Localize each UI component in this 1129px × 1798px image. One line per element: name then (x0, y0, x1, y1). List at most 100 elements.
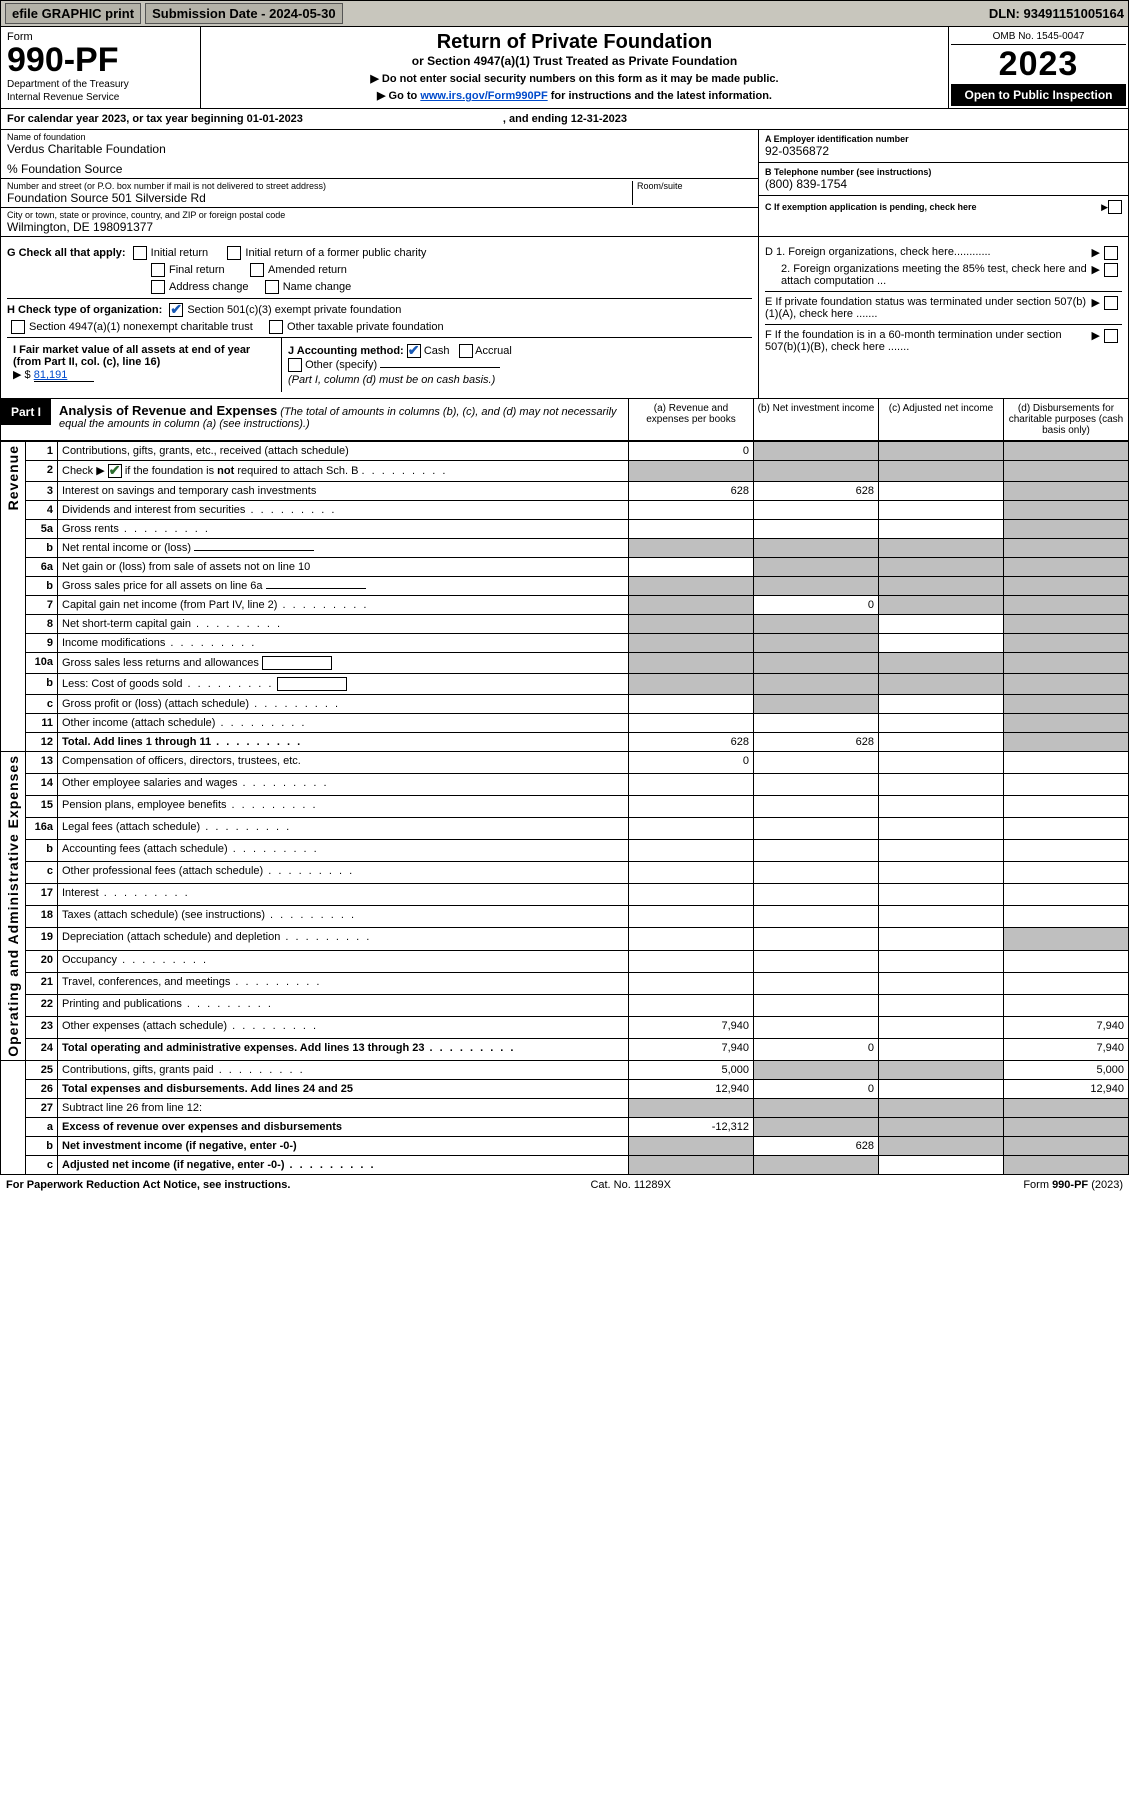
part1-title: Analysis of Revenue and Expenses (59, 403, 277, 418)
omb-number: OMB No. 1545-0047 (951, 29, 1126, 45)
address-change-checkbox[interactable] (151, 280, 165, 294)
row-16c: Other professional fees (attach schedule… (58, 862, 629, 884)
row-12: Total. Add lines 1 through 11 (58, 733, 629, 752)
other-method-checkbox[interactable] (288, 358, 302, 372)
e-checkbox[interactable] (1104, 296, 1118, 310)
row-19: Depreciation (attach schedule) and deple… (58, 928, 629, 950)
accrual-label: Accrual (475, 345, 512, 357)
r25-d: 5,000 (1004, 1060, 1129, 1079)
r12-b: 628 (754, 733, 879, 752)
r24-b: 0 (754, 1038, 879, 1060)
amended-checkbox[interactable] (250, 263, 264, 277)
row-27: Subtract line 26 from line 12: (58, 1098, 629, 1117)
fmv-arrow: ▶ $ (13, 369, 31, 381)
part1-table: Revenue 1Contributions, gifts, grants, e… (0, 441, 1129, 1175)
open-inspection: Open to Public Inspection (951, 84, 1126, 106)
row-24: Total operating and administrative expen… (58, 1038, 629, 1060)
row-10b: Less: Cost of goods sold (58, 674, 629, 695)
fmv-value-link[interactable]: 81,191 (34, 369, 94, 382)
col-d-header: (d) Disbursements for charitable purpose… (1003, 399, 1128, 440)
row-16b: Accounting fees (attach schedule) (58, 840, 629, 862)
schb-checkbox[interactable] (108, 464, 122, 478)
street-address: Foundation Source 501 Silverside Rd (7, 191, 632, 205)
dln: DLN: 93491151005164 (989, 6, 1124, 21)
col-c-header: (c) Adjusted net income (878, 399, 1003, 440)
cal-begin: For calendar year 2023, or tax year begi… (7, 113, 303, 125)
cal-end: , and ending 12-31-2023 (503, 113, 627, 125)
fmv-label: I Fair market value of all assets at end… (13, 344, 250, 368)
other-taxable-checkbox[interactable] (269, 320, 283, 334)
r24-a: 7,940 (629, 1038, 754, 1060)
ein: 92-0356872 (765, 144, 1122, 158)
instr-post: for instructions and the latest informat… (551, 90, 772, 102)
part1-tab: Part I (1, 399, 51, 425)
other-method: Other (specify) (305, 359, 377, 371)
instr-no-ssn: ▶ Do not enter social security numbers o… (207, 72, 942, 85)
r26-d: 12,940 (1004, 1079, 1129, 1098)
cash-label: Cash (424, 345, 450, 357)
checks-block: G Check all that apply: Initial return I… (0, 237, 1129, 399)
city-label: City or town, state or province, country… (7, 210, 752, 220)
initial-former-checkbox[interactable] (227, 246, 241, 260)
city-state-zip: Wilmington, DE 198091377 (7, 220, 752, 234)
row-25: Contributions, gifts, grants paid (58, 1060, 629, 1079)
form-number: 990-PF (7, 43, 194, 77)
4947-label: Section 4947(a)(1) nonexempt charitable … (29, 321, 253, 333)
row-10a: Gross sales less returns and allowances (58, 653, 629, 674)
footer: For Paperwork Reduction Act Notice, see … (0, 1175, 1129, 1195)
exemption-pending: C If exemption application is pending, c… (765, 202, 1101, 212)
tax-year: 2023 (951, 45, 1126, 84)
r26-b: 0 (754, 1079, 879, 1098)
form-header: Form 990-PF Department of the Treasury I… (0, 27, 1129, 109)
row-27a: Excess of revenue over expenses and disb… (58, 1117, 629, 1136)
row-20: Occupancy (58, 950, 629, 972)
row-3: Interest on savings and temporary cash i… (58, 482, 629, 501)
cash-checkbox[interactable] (407, 344, 421, 358)
row-10c: Gross profit or (loss) (attach schedule) (58, 695, 629, 714)
address-change: Address change (169, 281, 249, 293)
d1-checkbox[interactable] (1104, 246, 1118, 260)
h-label: H Check type of organization: (7, 304, 162, 316)
name-label: Name of foundation (7, 132, 752, 142)
initial-return: Initial return (151, 247, 208, 259)
row-14: Other employee salaries and wages (58, 774, 629, 796)
efile-print-button[interactable]: efile GRAPHIC print (5, 3, 141, 24)
initial-return-checkbox[interactable] (133, 246, 147, 260)
cat-no: Cat. No. 11289X (590, 1179, 671, 1191)
row-1: Contributions, gifts, grants, etc., rece… (58, 442, 629, 461)
pra-notice: For Paperwork Reduction Act Notice, see … (6, 1179, 290, 1191)
name-change: Name change (283, 281, 352, 293)
addr-label: Number and street (or P.O. box number if… (7, 181, 632, 191)
form990pf-link[interactable]: www.irs.gov/Form990PF (420, 90, 547, 102)
tel-label: B Telephone number (see instructions) (765, 167, 1122, 177)
row-26: Total expenses and disbursements. Add li… (58, 1079, 629, 1098)
row-22: Printing and publications (58, 994, 629, 1016)
501c3-checkbox[interactable] (169, 303, 183, 317)
efile-topbar: efile GRAPHIC print Submission Date - 20… (0, 0, 1129, 27)
r2-pre: Check ▶ (62, 465, 105, 477)
f-checkbox[interactable] (1104, 329, 1118, 343)
r12-a: 628 (629, 733, 754, 752)
r27a-a: -12,312 (629, 1117, 754, 1136)
row-13: Compensation of officers, directors, tru… (58, 752, 629, 774)
r26-a: 12,940 (629, 1079, 754, 1098)
row-2: Check ▶ if the foundation is not require… (58, 461, 629, 482)
d2-checkbox[interactable] (1104, 263, 1118, 277)
4947-checkbox[interactable] (11, 320, 25, 334)
amended-return: Amended return (268, 264, 347, 276)
name-change-checkbox[interactable] (265, 280, 279, 294)
treasury-dept: Department of the Treasury (7, 79, 194, 90)
row-6a: Net gain or (loss) from sale of assets n… (58, 558, 629, 577)
e-terminated: E If private foundation status was termi… (765, 296, 1092, 320)
final-return-checkbox[interactable] (151, 263, 165, 277)
accrual-checkbox[interactable] (459, 344, 473, 358)
exemption-checkbox[interactable] (1108, 200, 1122, 214)
ein-label: A Employer identification number (765, 134, 1122, 144)
f-60month: F If the foundation is in a 60-month ter… (765, 329, 1092, 353)
row-11: Other income (attach schedule) (58, 714, 629, 733)
form-title: Return of Private Foundation (207, 31, 942, 54)
foundation-name: Verdus Charitable Foundation (7, 142, 752, 156)
g-row: G Check all that apply: Initial return I… (7, 246, 752, 260)
r1-a: 0 (629, 442, 754, 461)
row-7: Capital gain net income (from Part IV, l… (58, 596, 629, 615)
